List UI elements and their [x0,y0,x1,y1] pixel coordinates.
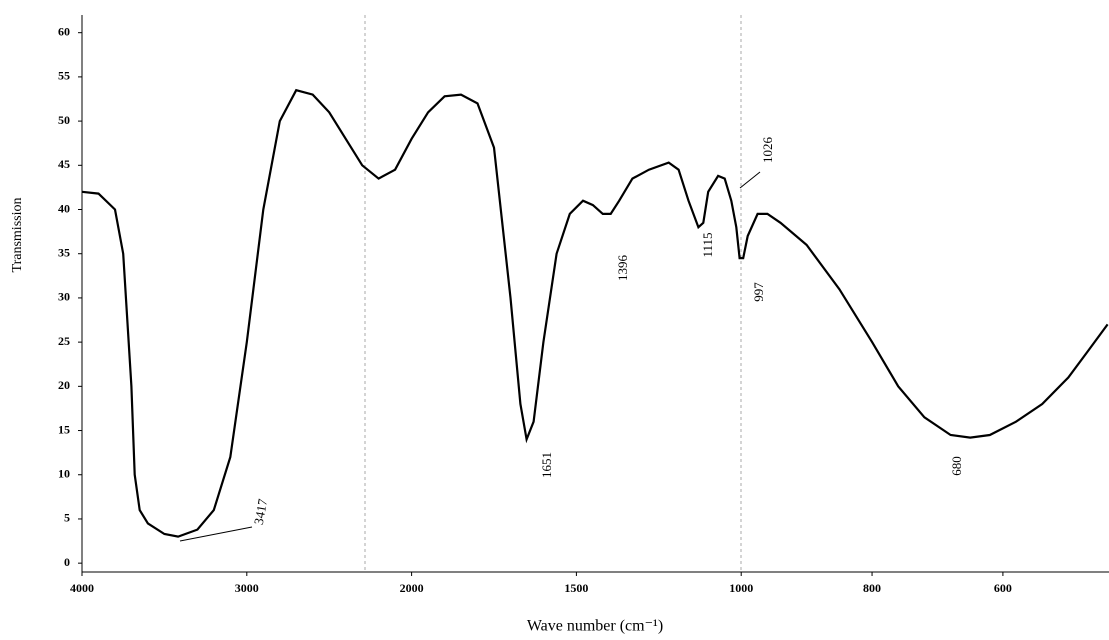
peak-label: 1651 [539,452,554,478]
peak-label: 1396 [615,255,630,282]
leader [739,171,761,189]
peak-label: 1115 [700,232,715,257]
x-tick-label: 800 [863,581,881,595]
x-tick-label: 600 [994,581,1012,595]
x-tick-label: 1500 [564,581,588,595]
x-tick-label: 4000 [70,581,94,595]
y-tick-label: 10 [58,466,70,480]
y-tick-label: 25 [58,334,70,348]
y-tick-label: 15 [58,422,70,436]
peak-label: 997 [751,282,766,302]
x-tick-label: 3000 [235,581,259,595]
y-tick-label: 0 [64,555,70,569]
y-tick-label: 35 [58,245,70,259]
leader [179,526,253,542]
x-tick-label: 2000 [400,581,424,595]
y-tick-label: 55 [58,69,70,83]
y-tick-label: 45 [58,157,70,171]
y-axis-title: Transmission [10,198,25,273]
y-tick-label: 60 [58,24,70,38]
y-tick-label: 30 [58,290,70,304]
y-tick-label: 50 [58,113,70,127]
y-tick-label: 20 [58,378,70,392]
x-tick-label: 1000 [729,581,753,595]
spectrum [81,88,1109,538]
peak-label: 3417 [251,497,270,526]
peak-label: 1026 [760,137,775,164]
y-tick-label: 5 [64,511,70,525]
y-tick-label: 40 [58,201,70,215]
x-axis-title: Wave number (cm⁻¹) [527,618,663,635]
peak-label: 680 [949,456,964,476]
